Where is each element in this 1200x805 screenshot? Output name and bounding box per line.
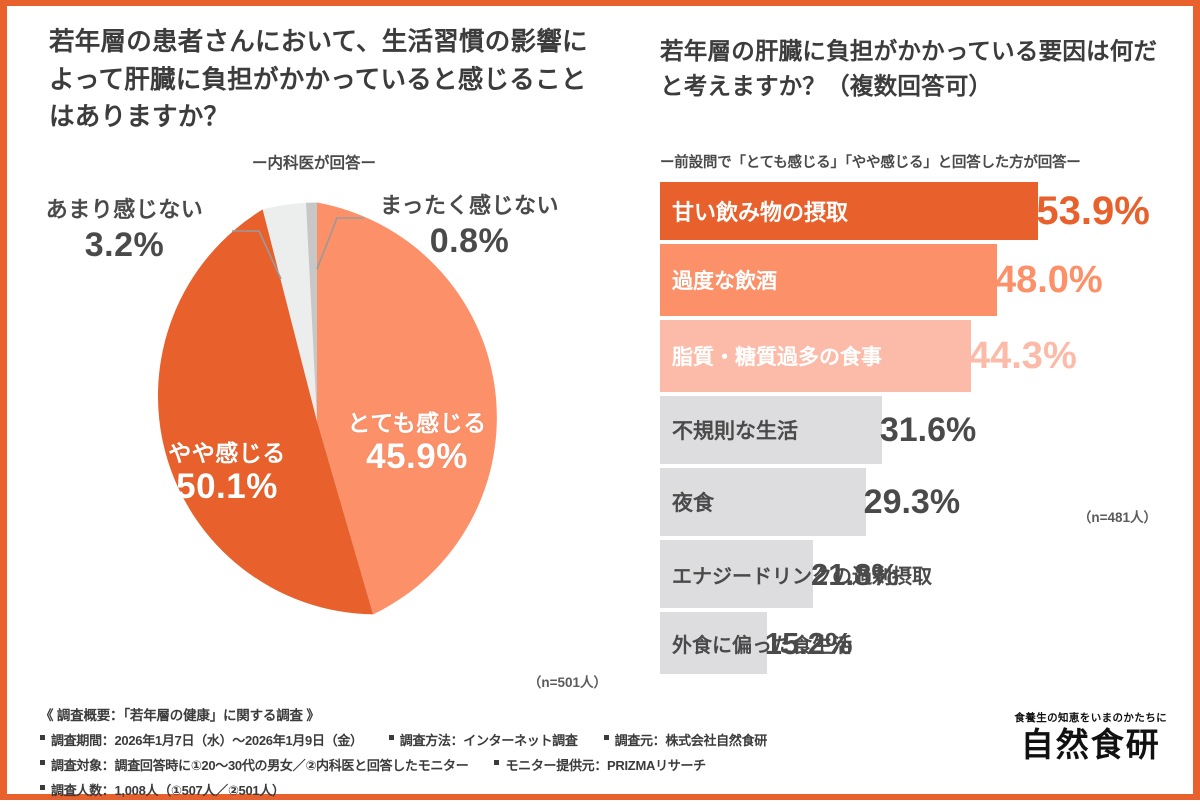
- survey-overview-item: 調査対象：調査回答時に①20〜30代の男女／②内科医と回答したモニター: [40, 755, 469, 774]
- survey-overview-item: 調査元：株式会社自然食研: [603, 730, 767, 749]
- pie-slice-totemo: [317, 202, 497, 615]
- bar-value-label: 31.6%: [879, 411, 977, 449]
- bar-value-label: 53.9%: [1036, 189, 1150, 233]
- bar-category-label: 夜食: [672, 492, 714, 515]
- bar-fill: 不規則な生活: [660, 396, 882, 464]
- pie-slice-yaya: [157, 209, 374, 615]
- bar-value-label: 29.3%: [863, 483, 961, 521]
- bar-fill: 夜食: [660, 468, 866, 536]
- bar-fill: エナジードリンクの過剰摂取: [660, 540, 932, 608]
- pie-chart-svg: [157, 202, 497, 615]
- pie-label-mattaku: まったく感じない 0.8%: [352, 193, 587, 260]
- bar-category-label: 甘い飲み物の摂取: [672, 200, 849, 225]
- bar-category-label: 不規則な生活: [672, 420, 798, 443]
- company-logo: 食養生の知恵をいまのかたちに 自然食研: [1014, 710, 1167, 763]
- bar-category-label: エナジードリンクの過剰摂取: [672, 565, 932, 588]
- left-question-title: 若年層の患者さんにおいて、生活習慣の影響によって肝臓に負担がかかっていると感じる…: [49, 28, 588, 132]
- bar-category-label: 過度な飲酒: [672, 270, 777, 293]
- survey-overview-item: 調査方法：インターネット調査: [388, 730, 578, 749]
- survey-overview-row-1: 調査期間：2026年1月7日（水）〜2026年1月9日（金） 調査方法：インターネ…: [40, 730, 940, 749]
- pie-label-totemo-text: とても感じる: [347, 410, 487, 436]
- bar-fill: 甘い飲み物の摂取: [660, 182, 1039, 240]
- pie-label-totemo: とても感じる 45.9%: [307, 410, 527, 477]
- bar-fill: 外食に偏った食生活: [660, 612, 852, 674]
- bar-value-label: 15.2%: [764, 625, 853, 661]
- left-question-subtitle: ー内科医が回答ー: [251, 155, 376, 172]
- bar-row: 不規則な生活 31.6%: [660, 396, 1180, 464]
- survey-overview-heading: 《 調査概要：「若年層の健康」に関する調査 》: [40, 708, 320, 723]
- pie-label-yaya-value: 50.1%: [176, 467, 278, 507]
- bar-category-label: 脂質・糖質過多の食事: [672, 346, 882, 369]
- right-question-subtitle: ー前設問で「とても感じる」「やや感じる」と回答した方が回答ー: [660, 155, 1081, 171]
- bar-fill: 脂質・糖質過多の食事: [660, 320, 971, 392]
- pie-label-amari: あまり感じない 3.2%: [17, 197, 232, 264]
- bar-value-label: 21.8%: [811, 556, 899, 592]
- bar-category-label: 外食に偏った食生活: [672, 634, 852, 657]
- survey-overview-row-2: 調査対象：調査回答時に①20〜30代の男女／②内科医と回答したモニター モニター提…: [40, 755, 940, 774]
- pie-label-amari-value: 3.2%: [84, 225, 165, 264]
- pie-label-totemo-value: 45.9%: [366, 437, 468, 477]
- survey-overview-item: モニター提供元：PRIZMAリサーチ: [494, 755, 706, 774]
- pie-sample-size: （n=501人）: [527, 675, 607, 690]
- bar-value-label: 48.0%: [994, 259, 1103, 301]
- bar-row: 脂質・糖質過多の食事 44.3%: [660, 320, 1180, 392]
- survey-overview-item: 調査期間：2026年1月7日（水）〜2026年1月9日（金）: [40, 730, 363, 749]
- bar-row: 夜食 29.3%: [660, 468, 1180, 536]
- right-question-title: 若年層の肝臓に負担がかかっている要因は何だと考えますか？（複数回答可）: [660, 38, 1158, 99]
- pie-chart-panel: 若年層の患者さんにおいて、生活習慣の影響によって肝臓に負担がかかっていると感じる…: [7, 6, 627, 696]
- bar-row: 過度な飲酒 48.0%: [660, 244, 1180, 316]
- pie-chart-area: あまり感じない 3.2% まったく感じない 0.8% とても感じる 45.9% …: [7, 176, 627, 690]
- survey-overview-row-3: 調査人数：1,008人（①507人／②501人）: [40, 780, 940, 799]
- survey-overview-item: 調査人数：1,008人（①507人／②501人）: [40, 780, 285, 799]
- pie-label-mattaku-value: 0.8%: [429, 221, 510, 260]
- bar-sample-size: （n=481人）: [1077, 510, 1157, 525]
- logo-tagline: 食養生の知恵をいまのかたちに: [1014, 712, 1167, 724]
- bar-value-label: 44.3%: [968, 335, 1077, 377]
- pie-slice-mattaku: [305, 202, 317, 421]
- bar-chart-panel: 若年層の肝臓に負担がかかっている要因は何だと考えますか？（複数回答可） ー前設問…: [627, 6, 1193, 696]
- pie-label-amari-text: あまり感じない: [45, 197, 204, 222]
- logo-company-name: 自然食研: [1020, 725, 1161, 764]
- bar-row: エナジードリンクの過剰摂取 21.8%: [660, 540, 1180, 608]
- bar-row: 外食に偏った食生活 15.2%: [660, 612, 1180, 674]
- pie-label-yaya: やや感じる 50.1%: [127, 440, 327, 507]
- bar-list: 甘い飲み物の摂取 53.9% 過度な飲酒 48.0% 脂質・糖質過多の食事 44.3% 不規…: [660, 182, 1180, 678]
- bar-fill: 過度な飲酒: [660, 244, 997, 316]
- survey-overview: 《 調査概要：「若年層の健康」に関する調査 》 調査期間：2026年1月7日（水…: [40, 704, 940, 805]
- pie-label-yaya-text: やや感じる: [168, 440, 286, 466]
- survey-footer: 《 調査概要：「若年層の健康」に関する調査 》 調査期間：2026年1月7日（水…: [7, 696, 1193, 798]
- bar-row: 甘い飲み物の摂取 53.9%: [660, 182, 1180, 240]
- pie-label-mattaku-text: まったく感じない: [379, 193, 560, 218]
